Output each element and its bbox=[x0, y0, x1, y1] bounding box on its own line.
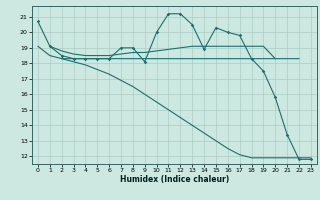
X-axis label: Humidex (Indice chaleur): Humidex (Indice chaleur) bbox=[120, 175, 229, 184]
